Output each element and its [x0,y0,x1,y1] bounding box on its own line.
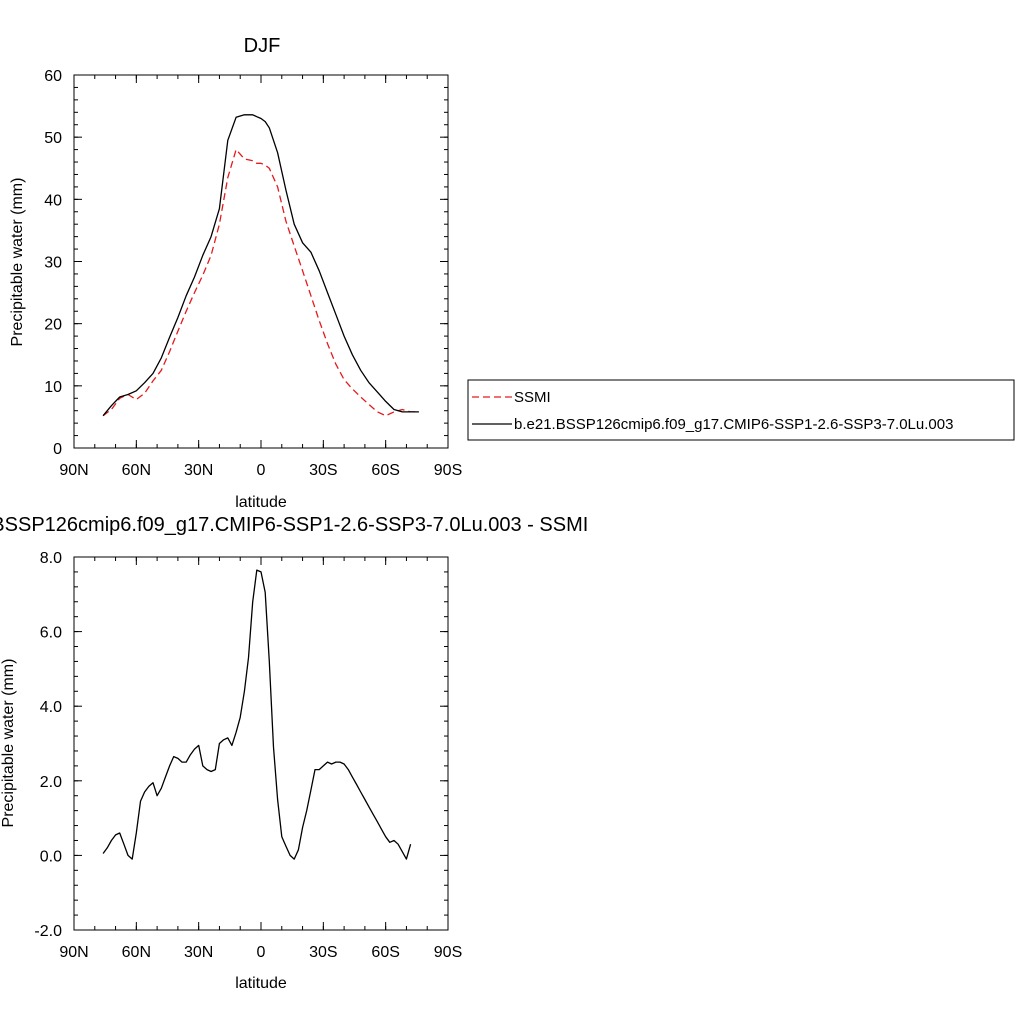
tick-marks [73,556,449,931]
y-tick-label-10: 10 [44,379,62,396]
y-tick-labels: 0 10 20 30 40 50 60 [44,68,62,458]
x-tick-label-30s: 30S [309,462,337,479]
y-tick-label-8-0: 8.0 [40,550,62,567]
x-tick-label-60s: 60S [371,944,399,961]
chart-title: DJF [244,35,281,57]
y-tick-label-0: 0 [53,441,62,458]
series-lines [102,114,419,417]
chart-difference: b.e21.BSSP126cmip6.f09_g17.CMIP6-SSP1-2.… [0,514,588,992]
y-tick-label-6-0: 6.0 [40,625,62,642]
y-tick-label-50: 50 [44,130,62,147]
series-lines [102,569,412,860]
chart-title: b.e21.BSSP126cmip6.f09_g17.CMIP6-SSP1-2.… [0,514,588,536]
y-axis-label: Precipitable water (mm) [0,659,17,828]
x-tick-label-0: 0 [257,462,266,479]
x-tick-label-90n: 90N [59,462,88,479]
plot-frame [73,74,449,449]
x-tick-label-60s: 60S [371,462,399,479]
y-tick-labels: -2.0 0.0 2.0 4.0 6.0 8.0 [34,550,62,940]
x-tick-label-0: 0 [257,944,266,961]
y-tick-label-30: 30 [44,255,62,272]
y-tick-label-60: 60 [44,68,62,85]
series-line-b-e21-bssp126cmip6-f09-g17-cmip6-ssp1-2-6-ssp3-7-0lu-003 [102,114,419,417]
chart-djf: DJF 90N 60N 30N 0 30S 60S 90S 0 10 20 30 40 50 60 la… [9,35,462,511]
series-line-difference [102,569,412,860]
x-tick-label-60n: 60N [122,944,151,961]
legend-label-model: b.e21.BSSP126cmip6.f09_g17.CMIP6-SSP1-2.… [514,416,953,433]
x-tick-label-60n: 60N [122,462,151,479]
legend-label-ssmi: SSMI [514,389,551,406]
y-tick-label-20: 20 [44,317,62,334]
y-tick-label-2-0: 2.0 [40,774,62,791]
x-tick-label-30n: 30N [184,462,213,479]
series-line-ssmi [102,148,419,417]
x-tick-labels: 90N 60N 30N 0 30S 60S 90S [59,462,462,479]
x-tick-label-90s: 90S [434,944,462,961]
legend-box [467,379,1015,441]
tick-marks [73,74,449,449]
x-tick-label-30s: 30S [309,944,337,961]
x-axis-label: latitude [235,494,287,511]
x-tick-label-30n: 30N [184,944,213,961]
y-tick-label-4-0: 4.0 [40,699,62,716]
plot-frame [73,556,449,931]
x-tick-label-90s: 90S [434,462,462,479]
x-axis-label: latitude [235,975,287,992]
y-axis-label: Precipitable water (mm) [9,178,26,347]
legend: SSMI b.e21.BSSP126cmip6.f09_g17.CMIP6-SS… [467,379,1015,441]
x-tick-labels: 90N 60N 30N 0 30S 60S 90S [59,944,462,961]
x-tick-label-90n: 90N [59,944,88,961]
y-tick-label-2-0: -2.0 [34,923,62,940]
y-tick-label-0-0: 0.0 [40,848,62,865]
y-tick-label-40: 40 [44,192,62,209]
